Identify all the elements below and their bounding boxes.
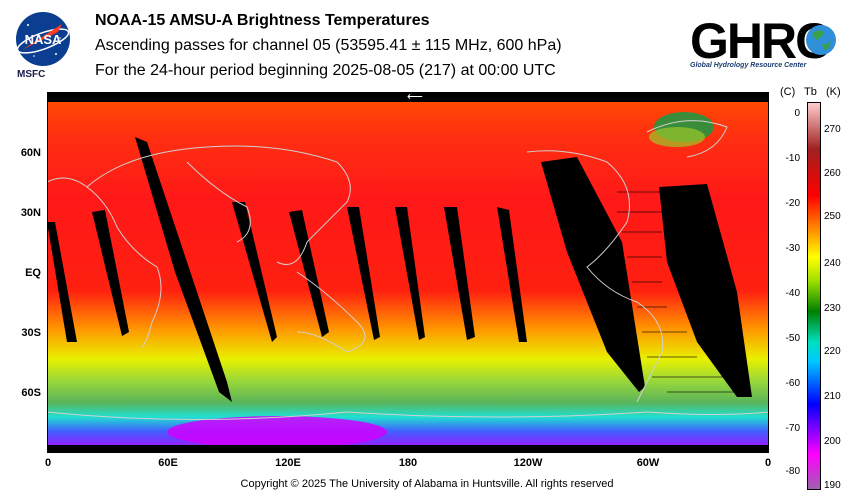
colorbar-c-tick: -20	[785, 198, 800, 209]
lon-label-120e: 120E	[275, 457, 301, 469]
lon-label-180: 180	[398, 457, 418, 469]
colorbar-k-tick: 200	[824, 436, 841, 447]
nasa-logo: NASA	[14, 10, 72, 68]
colorbar-k-tick: 220	[824, 346, 841, 357]
lat-label-60s: 60S	[21, 387, 41, 399]
colorbar-k-tick: 230	[824, 303, 841, 314]
colorbar-c-tick: -10	[785, 153, 800, 164]
colorbar-k-tick: 210	[824, 391, 841, 402]
nasa-msfc-label: MSFC	[17, 69, 46, 80]
colorbar	[807, 102, 821, 490]
page-subtitle: Ascending passes for channel 05 (53595.4…	[95, 37, 562, 54]
pole-arrow-icon: ⟵	[407, 91, 423, 103]
lon-label-0-east: 0	[764, 457, 772, 469]
nasa-wordmark: NASA	[25, 32, 62, 47]
colorbar-c-tick: -30	[785, 243, 800, 254]
colorbar-c-tick: -60	[785, 378, 800, 389]
lat-label-60n: 60N	[20, 147, 41, 159]
colorbar-k-tick: 240	[824, 258, 841, 269]
colorbar-k-tick: 250	[824, 211, 841, 222]
colorbar-header-k: (K)	[826, 86, 841, 98]
lat-label-30n: 30N	[20, 207, 41, 219]
copyright-notice: Copyright © 2025 The University of Alaba…	[240, 478, 614, 490]
colorbar-c-tick: -70	[785, 423, 800, 434]
period-label: For the 24-hour period beginning 2025-08…	[95, 62, 556, 79]
lon-label-60w: 60W	[636, 457, 660, 469]
colorbar-header-tb: Tb	[804, 86, 817, 98]
colorbar-k-tick: 260	[824, 168, 841, 179]
lon-label-120w: 120W	[513, 457, 543, 469]
brightness-map	[46, 92, 770, 453]
lat-label-30s: 30S	[21, 327, 41, 339]
lat-label-eq: EQ	[25, 267, 41, 279]
colorbar-k-tick: 270	[824, 124, 841, 135]
ghrc-logo: GHRC	[688, 10, 848, 69]
lon-label-60e: 60E	[158, 457, 178, 469]
ghrc-subtitle: Global Hydrology Resource Center	[690, 62, 807, 69]
colorbar-c-tick: -80	[785, 466, 800, 477]
colorbar-header-c: (C)	[780, 86, 796, 98]
page-title: NOAA-15 AMSU-A Brightness Temperatures	[95, 12, 430, 29]
colorbar-c-tick: -40	[785, 288, 800, 299]
lon-label-0: 0	[44, 457, 52, 469]
colorbar-c-tick: 0	[794, 108, 800, 119]
colorbar-k-tick: 190	[824, 480, 841, 491]
colorbar-c-tick: -50	[785, 333, 800, 344]
